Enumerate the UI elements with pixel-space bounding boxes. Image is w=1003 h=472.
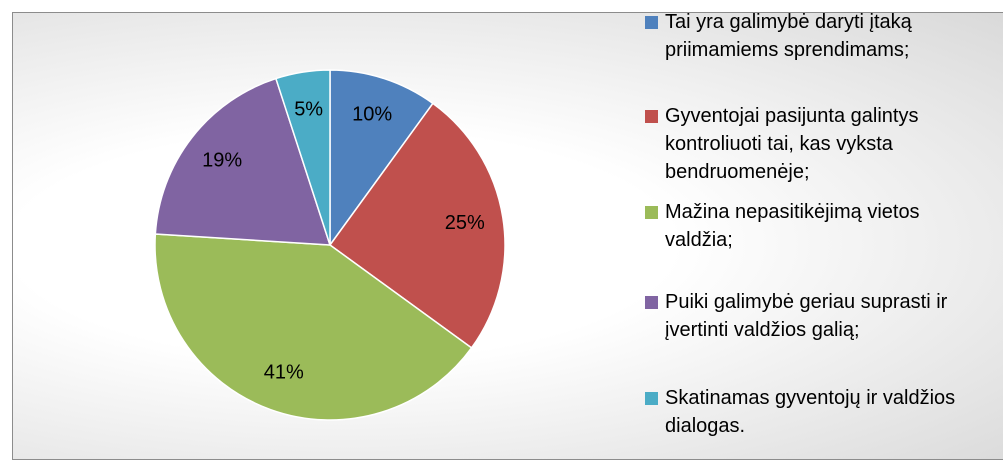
legend-swatch	[645, 392, 658, 405]
pie-slice	[274, 69, 331, 246]
legend-label: Tai yra galimybė daryti įtaką priimamiem…	[665, 11, 912, 61]
data-label: 5%	[294, 98, 323, 120]
legend-entry: Tai yra galimybė daryti įtaką priimamiem…	[643, 8, 1003, 64]
legend-label: Gyventojai pasijunta galintys kontroliuo…	[665, 105, 919, 183]
legend-entry: Puiki galimybė geriau suprasti ir įverti…	[643, 288, 1003, 344]
pie-slice	[154, 77, 332, 246]
pie-slice	[328, 102, 506, 349]
data-label: 25%	[445, 212, 485, 234]
pie-slice	[154, 233, 473, 421]
legend-entry: Skatinamas gyventojų ir valdžios dialoga…	[643, 384, 1003, 440]
legend-entry: Mažina nepasitikėjimą vietos valdžia;	[643, 198, 1003, 254]
pie-slice	[329, 69, 434, 248]
legend-swatch	[645, 296, 658, 309]
legend-swatch	[645, 206, 658, 219]
legend: Tai yra galimybė daryti įtaką priimamiem…	[643, 0, 1003, 472]
data-label: 41%	[264, 362, 304, 384]
legend-swatch	[645, 16, 658, 29]
legend-entry: Gyventojai pasijunta galintys kontroliuo…	[643, 102, 1003, 186]
data-label: 19%	[202, 150, 242, 172]
legend-swatch	[645, 110, 658, 123]
legend-label: Puiki galimybė geriau suprasti ir įverti…	[665, 291, 948, 341]
legend-label: Mažina nepasitikėjimą vietos valdžia;	[665, 201, 920, 251]
data-label: 10%	[352, 103, 392, 125]
legend-label: Skatinamas gyventojų ir valdžios dialoga…	[665, 387, 956, 437]
